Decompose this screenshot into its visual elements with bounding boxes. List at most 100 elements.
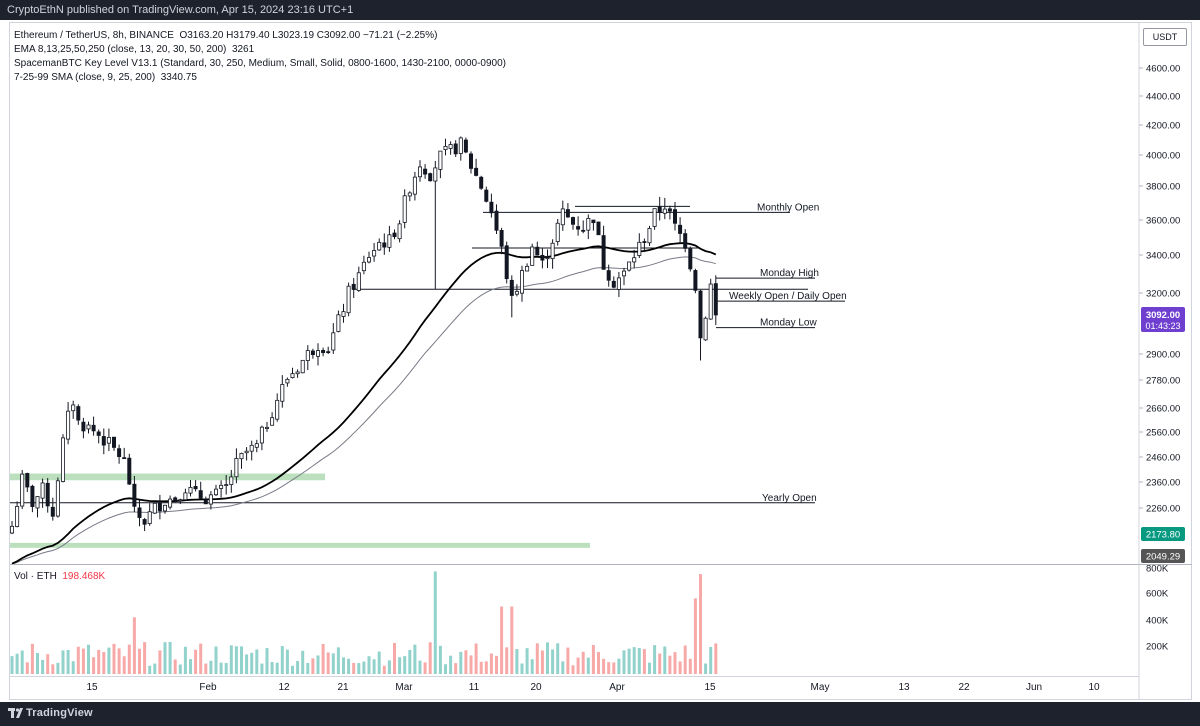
- volume-bar: [168, 641, 172, 674]
- volume-bar: [275, 662, 279, 674]
- time-tick-label: Mar: [395, 682, 413, 693]
- candle-body: [45, 482, 50, 507]
- candle-body: [162, 504, 167, 512]
- candle: [321, 347, 326, 357]
- candle-body: [453, 143, 458, 155]
- candle-body: [708, 283, 713, 320]
- candle-body: [642, 241, 647, 243]
- volume-bar: [189, 659, 192, 674]
- candle-body: [331, 332, 336, 351]
- candle: [627, 261, 632, 272]
- candle-body: [305, 350, 310, 361]
- key-levels: [10, 205, 845, 504]
- candle: [586, 214, 591, 240]
- candle: [101, 428, 106, 455]
- low-price-tag: [1141, 549, 1185, 563]
- candle: [76, 404, 81, 425]
- volume-bar: [15, 653, 19, 674]
- volume-bar: [403, 656, 407, 674]
- volume-bar: [515, 649, 519, 674]
- price-tick-label: 2900.00: [1146, 350, 1180, 361]
- candle-body: [392, 232, 397, 238]
- legend-sma-row[interactable]: 7-25-99 SMA (close, 9, 25, 200) 3340.75: [14, 71, 506, 85]
- ema-path: [11, 242, 717, 564]
- candle: [550, 239, 555, 269]
- legend-sma-label: 7-25-99 SMA (close, 9, 25, 200): [14, 72, 156, 83]
- volume-bar: [342, 657, 345, 674]
- candle-body: [667, 208, 672, 212]
- candle: [280, 375, 285, 408]
- volume-bar: [143, 642, 147, 674]
- volume-bar: [36, 652, 39, 674]
- candle: [693, 268, 698, 294]
- candle: [55, 477, 60, 518]
- volume-bar: [41, 659, 45, 674]
- volume-label: Vol · ETH: [14, 571, 57, 582]
- candle-body: [591, 219, 596, 224]
- candle-body: [423, 168, 428, 175]
- volume-bar: [658, 653, 662, 674]
- legend-keylevel-row[interactable]: SpacemanBTC Key Level V13.1 (Standard, 3…: [14, 57, 506, 71]
- candle: [657, 196, 662, 221]
- volume-bar: [107, 647, 111, 674]
- volume-value: 198.468K: [62, 571, 106, 582]
- candle: [545, 249, 550, 269]
- currency-button[interactable]: USDT: [1143, 28, 1187, 46]
- candle: [448, 141, 453, 155]
- volume-bar: [525, 648, 529, 674]
- candle: [224, 474, 229, 495]
- volume-bar: [204, 663, 208, 674]
- volume-bar: [551, 649, 555, 674]
- candle: [576, 216, 581, 236]
- candle: [479, 175, 484, 190]
- candle-body: [499, 230, 504, 247]
- candle: [326, 346, 331, 355]
- candle-body: [377, 241, 382, 251]
- volume-bar: [449, 655, 453, 674]
- candle: [474, 158, 479, 177]
- candle: [698, 289, 703, 361]
- candle-body: [458, 137, 463, 154]
- candle: [66, 401, 71, 445]
- volume-bar: [398, 657, 402, 674]
- candle-body: [586, 218, 591, 231]
- candle-body: [142, 519, 147, 525]
- candle-body: [290, 373, 295, 379]
- candle: [713, 275, 718, 326]
- candle-body: [571, 217, 576, 225]
- candle-body: [417, 166, 422, 178]
- candle-body: [387, 234, 392, 248]
- candle: [96, 429, 101, 444]
- volume-bar: [87, 644, 90, 674]
- candle-body: [402, 195, 407, 223]
- candle: [565, 203, 570, 218]
- candle-body: [193, 486, 198, 490]
- price-tick-label: 4000.00: [1146, 151, 1180, 162]
- candle-body: [336, 314, 341, 332]
- candle: [372, 242, 377, 262]
- ema-line: [11, 242, 717, 564]
- price-tick-label: 3200.00: [1146, 289, 1180, 300]
- candle: [20, 470, 25, 509]
- candle-body: [366, 257, 371, 263]
- candle-body: [647, 228, 652, 244]
- candle: [438, 150, 443, 179]
- candle-body: [713, 283, 718, 316]
- support-zone: [10, 473, 325, 481]
- volume-bar: [326, 652, 330, 674]
- candle: [520, 265, 525, 302]
- candle-body: [15, 506, 20, 527]
- legend-ema-row[interactable]: EMA 8,13,25,50,250 (close, 13, 20, 30, 5…: [14, 43, 506, 57]
- volume-bar: [250, 652, 254, 674]
- candle-body: [412, 176, 417, 195]
- volume-bar: [331, 653, 335, 674]
- support-zone: [10, 542, 590, 548]
- candle: [361, 255, 366, 275]
- candle-body: [407, 192, 412, 197]
- candle: [341, 303, 346, 323]
- tradingview-logo-icon: [8, 708, 23, 718]
- candle: [489, 193, 494, 218]
- candle-body: [300, 359, 305, 374]
- candle: [377, 238, 382, 251]
